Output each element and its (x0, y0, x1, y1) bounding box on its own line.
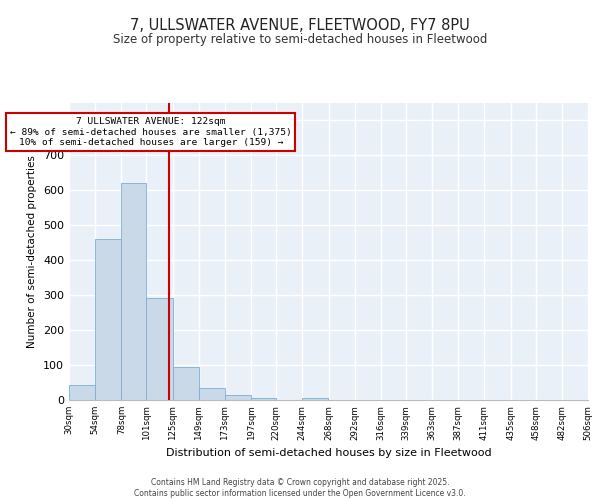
Bar (251, 398, 276, 400)
Bar (173, 368, 199, 400)
Bar (302, 398, 329, 400)
Bar (121, 184, 146, 400)
X-axis label: Distribution of semi-detached houses by size in Fleetwood: Distribution of semi-detached houses by … (166, 448, 491, 458)
Bar (69, 384, 95, 400)
Bar (199, 388, 225, 400)
Bar (95, 240, 121, 400)
Bar (146, 298, 173, 400)
Text: 7 ULLSWATER AVENUE: 122sqm
← 89% of semi-detached houses are smaller (1,375)
10%: 7 ULLSWATER AVENUE: 122sqm ← 89% of semi… (10, 117, 292, 147)
Y-axis label: Number of semi-detached properties: Number of semi-detached properties (28, 155, 37, 348)
Text: Contains HM Land Registry data © Crown copyright and database right 2025.
Contai: Contains HM Land Registry data © Crown c… (134, 478, 466, 498)
Text: Size of property relative to semi-detached houses in Fleetwood: Size of property relative to semi-detach… (113, 32, 487, 46)
Bar (225, 396, 251, 400)
Text: 7, ULLSWATER AVENUE, FLEETWOOD, FY7 8PU: 7, ULLSWATER AVENUE, FLEETWOOD, FY7 8PU (130, 18, 470, 32)
